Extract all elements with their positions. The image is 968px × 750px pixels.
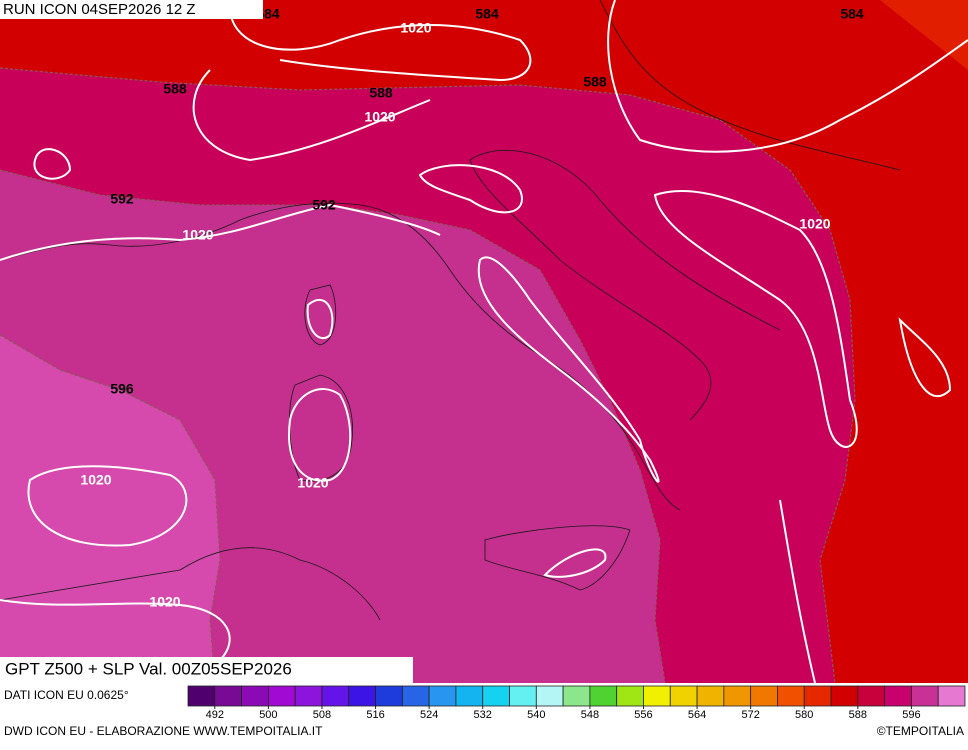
colorbar-swatch xyxy=(214,685,242,707)
island xyxy=(289,284,631,591)
colorbar-tick-label: 564 xyxy=(688,709,706,721)
colorbar-tick-label: 580 xyxy=(795,709,813,721)
zone-596 xyxy=(0,335,220,683)
colorbar-tick-label: 532 xyxy=(474,709,492,721)
contour-label: 596 xyxy=(110,381,134,397)
contour-label: 592 xyxy=(110,191,134,207)
colorbar-swatch xyxy=(455,685,484,707)
height-contour xyxy=(0,169,666,684)
colorbar-swatch xyxy=(294,685,323,707)
map-title: GPT Z500 + SLP Val. 00Z05SEP2026 xyxy=(5,659,292,678)
height-contour xyxy=(0,67,856,684)
map: 584 584 584 1020 588 588 588 1020 592 59… xyxy=(0,0,968,684)
coastline xyxy=(0,149,781,511)
colorbar-tick-label: 492 xyxy=(206,709,224,721)
colorbar-swatch xyxy=(750,685,778,707)
contour-label: 584 xyxy=(840,6,864,22)
colorbar-swatch xyxy=(509,685,537,707)
pressure-isobar xyxy=(33,69,523,214)
colorbar-swatch xyxy=(777,685,805,707)
colorbar-swatch xyxy=(535,685,564,707)
pressure-isobar xyxy=(0,317,952,684)
colorbar-tick-label: 524 xyxy=(420,709,438,721)
colorbar-swatch xyxy=(589,685,618,707)
zone-580 xyxy=(880,0,968,70)
colorbar-swatch xyxy=(643,685,671,707)
data-source: DATI ICON EU 0.0625° xyxy=(4,688,129,702)
colorbar-swatch xyxy=(803,685,832,707)
colorbar-swatch xyxy=(669,685,698,707)
contour-label: 1020 xyxy=(364,109,395,125)
credits: DWD ICON EU - ELABORAZIONE WWW.TEMPOITAL… xyxy=(4,724,323,738)
colorbar-tick-label: 572 xyxy=(741,709,759,721)
contour-label: 1020 xyxy=(297,475,328,491)
copyright: ©TEMPOITALIA xyxy=(877,724,964,738)
pressure-isobar xyxy=(0,190,858,448)
run-label: RUN ICON 04SEP2026 12 Z xyxy=(3,1,196,18)
colorbar-tick-label: 540 xyxy=(527,709,545,721)
colorbar-swatch xyxy=(267,685,296,707)
colorbar-swatch xyxy=(348,685,376,707)
colorbar-swatch xyxy=(723,685,752,707)
colorbar-swatch xyxy=(884,685,912,707)
contour-label: 592 xyxy=(312,197,336,213)
colorbar-swatch xyxy=(937,685,966,707)
height-contour xyxy=(0,334,221,684)
contour-label: 1020 xyxy=(400,20,431,36)
contour-label: 588 xyxy=(369,85,393,101)
colorbar-tick-label: 500 xyxy=(259,709,277,721)
colorbar-swatch xyxy=(321,685,350,707)
colorbar-tick-label: 548 xyxy=(581,709,599,721)
colorbar-swatch xyxy=(562,685,591,707)
colorbar-swatch xyxy=(830,685,859,707)
pressure-isobar xyxy=(288,256,660,483)
colorbar-tick-label: 588 xyxy=(849,709,867,721)
contour-label: 1020 xyxy=(149,594,180,610)
contour-label: 584 xyxy=(475,6,499,22)
colorbar-tick-label: 516 xyxy=(366,709,384,721)
colorbar-swatch xyxy=(482,685,510,707)
colorbar-swatch xyxy=(375,685,403,707)
colorbar-swatch xyxy=(616,685,644,707)
colorbar-tick-label: 556 xyxy=(634,709,652,721)
colorbar: 492 500 508 516 524 532 540 548 556 564 572 580 588 5… xyxy=(187,685,966,721)
colorbar-tick-label: 596 xyxy=(902,709,920,721)
colorbar-tick-label: 508 xyxy=(313,709,331,721)
colorbar-swatch xyxy=(696,685,725,707)
coastline xyxy=(0,0,901,621)
contour-label: 1020 xyxy=(80,472,111,488)
colorbar-swatch xyxy=(428,685,457,707)
contour-label: 588 xyxy=(163,81,187,97)
pressure-isobar xyxy=(228,0,968,153)
colorbar-swatch xyxy=(187,685,216,707)
colorbar-swatch xyxy=(857,685,886,707)
run-label-box xyxy=(0,0,263,19)
contour-label: 588 xyxy=(583,74,607,90)
title-box xyxy=(0,657,413,684)
contour-label: 1020 xyxy=(799,216,830,232)
colorbar-swatch xyxy=(241,685,269,707)
contour-label: 1020 xyxy=(182,227,213,243)
colorbar-swatch xyxy=(911,685,939,707)
colorbar-swatch xyxy=(401,685,430,707)
